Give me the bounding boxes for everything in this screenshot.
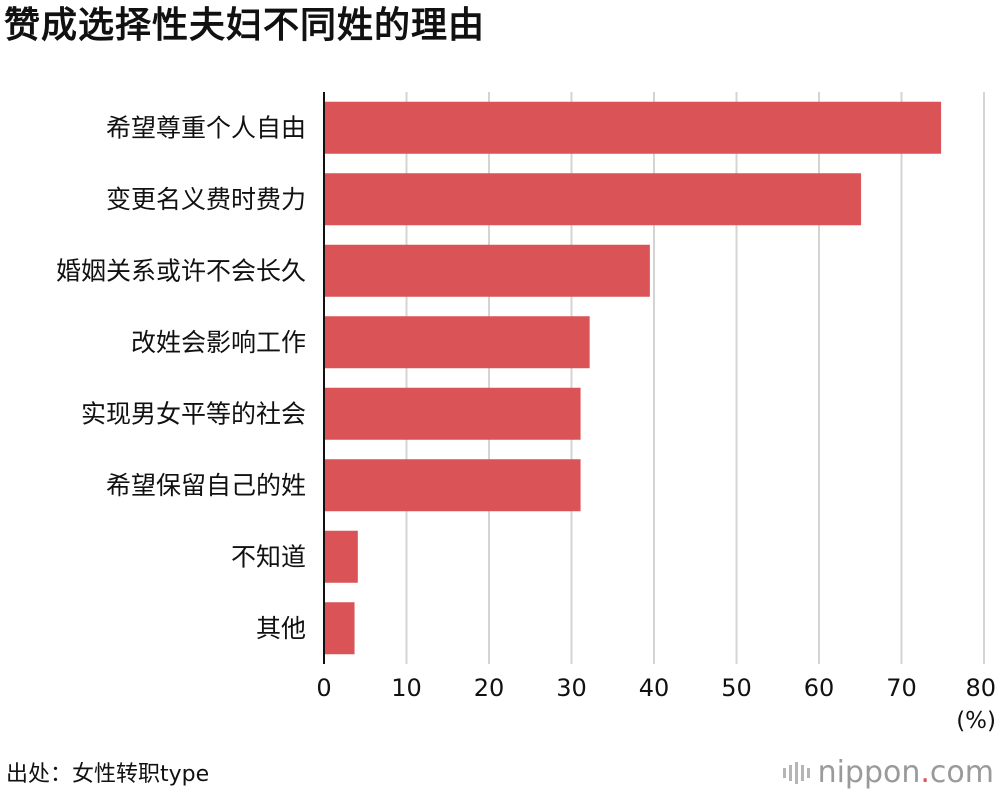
x-tick-label: 80 [965, 674, 996, 702]
unit-label: (%) [956, 708, 996, 734]
bar [324, 244, 650, 297]
brand-suffix: com [929, 755, 994, 790]
x-tick-label: 70 [886, 674, 917, 702]
brand-logo: nippon. com [782, 755, 994, 790]
x-tick-label: 30 [556, 674, 587, 702]
category-label: 婚姻关系或许不会长久 [56, 256, 306, 285]
bar [324, 530, 358, 583]
category-label: 希望尊重个人自由 [106, 113, 306, 142]
brand-dot: . [920, 755, 930, 790]
category-label: 希望保留自己的姓 [106, 471, 306, 500]
bar [324, 602, 355, 655]
brand-name: nippon [817, 755, 921, 790]
x-tick-label: 0 [316, 674, 331, 702]
category-label: 变更名义费时费力 [106, 185, 306, 214]
category-label: 实现男女平等的社会 [81, 399, 306, 428]
chart-title: 赞成选择性夫妇不同姓的理由 [4, 5, 486, 46]
x-tick-label: 20 [474, 674, 505, 702]
x-tick-label: 10 [391, 674, 422, 702]
source-note: 出处：女性转职type [6, 762, 210, 787]
category-label: 其他 [256, 614, 306, 643]
x-tick-label: 60 [804, 674, 835, 702]
x-tick-label: 50 [721, 674, 752, 702]
category-label: 不知道 [231, 542, 306, 571]
x-tick-label: 40 [639, 674, 670, 702]
bar [324, 101, 942, 154]
bar [324, 387, 581, 440]
nippon-logo-icon [782, 762, 810, 784]
category-label: 改姓会影响工作 [131, 328, 306, 357]
bar [324, 459, 581, 512]
bar [324, 316, 590, 369]
bar [324, 173, 862, 226]
